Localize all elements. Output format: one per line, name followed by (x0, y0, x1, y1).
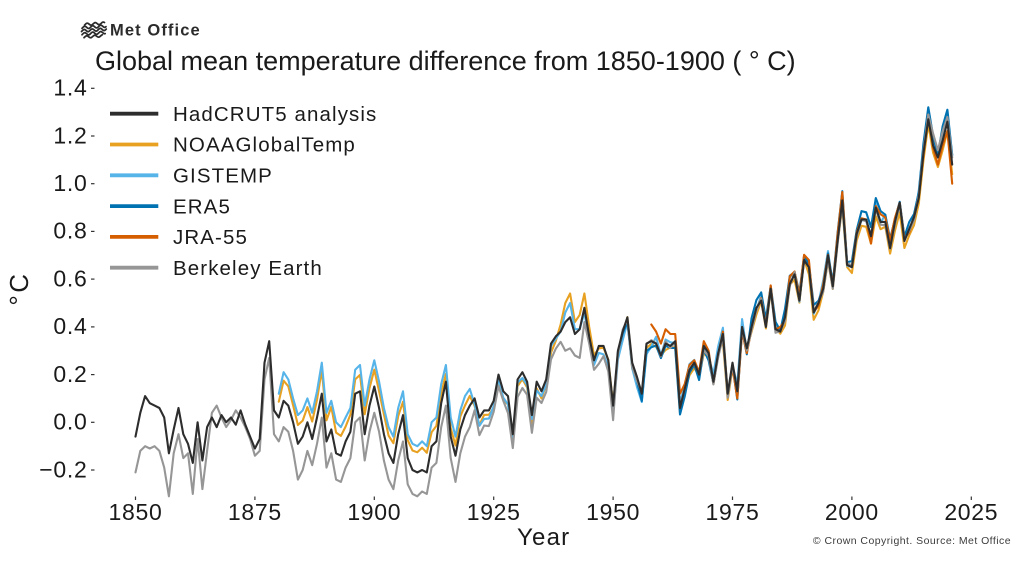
svg-text:1850: 1850 (109, 499, 163, 525)
svg-text:−0.2: −0.2 (39, 456, 87, 482)
svg-text:2025: 2025 (944, 499, 998, 525)
svg-text:GISTEMP: GISTEMP (173, 165, 273, 188)
svg-text:HadCRUT5 analysis: HadCRUT5 analysis (173, 103, 377, 126)
svg-text:°C: °C (4, 271, 34, 305)
svg-text:Met Office: Met Office (110, 22, 201, 40)
svg-text:Year: Year (517, 524, 570, 551)
svg-text:ERA5: ERA5 (173, 195, 231, 218)
svg-text:Global mean temperature differ: Global mean temperature difference from … (95, 46, 796, 76)
svg-text:1900: 1900 (347, 499, 401, 525)
svg-text:1925: 1925 (467, 499, 521, 525)
svg-text:2000: 2000 (825, 499, 879, 525)
svg-text:1950: 1950 (586, 499, 640, 525)
svg-text:1.2: 1.2 (53, 122, 87, 148)
svg-text:1.0: 1.0 (53, 170, 87, 196)
svg-text:0.4: 0.4 (53, 313, 87, 339)
svg-text:0.8: 0.8 (53, 218, 87, 244)
svg-text:0.2: 0.2 (53, 361, 87, 387)
svg-text:1875: 1875 (228, 499, 282, 525)
svg-text:0.6: 0.6 (53, 265, 87, 291)
svg-text:1975: 1975 (706, 499, 760, 525)
svg-text:© Crown Copyright. Source: Met: © Crown Copyright. Source: Met Office (813, 535, 1011, 547)
svg-text:NOAAGlobalTemp: NOAAGlobalTemp (173, 134, 356, 157)
svg-text:Berkeley Earth: Berkeley Earth (173, 257, 323, 280)
svg-text:JRA-55: JRA-55 (173, 226, 248, 249)
svg-text:1.4: 1.4 (53, 75, 87, 101)
svg-text:0.0: 0.0 (53, 409, 87, 435)
